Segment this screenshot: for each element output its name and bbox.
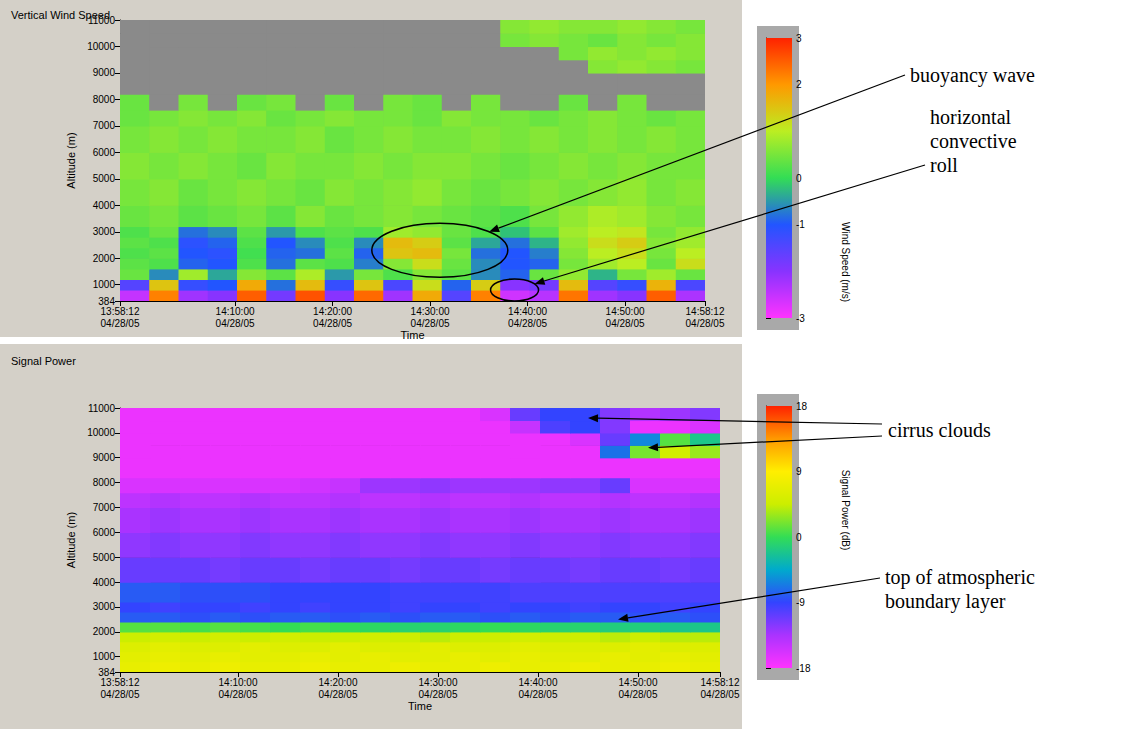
svg-text:11000: 11000	[88, 403, 116, 414]
svg-text:cirrus clouds: cirrus clouds	[888, 419, 991, 441]
svg-text:14:50:00: 14:50:00	[606, 306, 645, 317]
svg-text:Signal Power (dB): Signal Power (dB)	[840, 470, 851, 551]
svg-text:14:50:00: 14:50:00	[619, 677, 658, 688]
svg-text:2000: 2000	[93, 253, 116, 264]
svg-text:04/28/05: 04/28/05	[411, 318, 450, 329]
svg-text:6000: 6000	[93, 527, 116, 538]
svg-text:3: 3	[796, 33, 802, 44]
svg-text:10000: 10000	[87, 427, 115, 438]
svg-text:4000: 4000	[93, 200, 116, 211]
svg-text:8000: 8000	[93, 477, 116, 488]
svg-text:14:58:12: 14:58:12	[701, 677, 740, 688]
svg-text:04/28/05: 04/28/05	[686, 318, 725, 329]
svg-text:9: 9	[796, 466, 802, 477]
svg-text:6000: 6000	[93, 147, 116, 158]
svg-text:horizontal: horizontal	[930, 106, 1016, 128]
svg-text:Signal Power: Signal Power	[11, 355, 76, 367]
svg-text:7000: 7000	[93, 120, 116, 131]
svg-text:04/28/05: 04/28/05	[619, 689, 658, 700]
svg-text:04/28/05: 04/28/05	[101, 689, 140, 700]
svg-text:-3: -3	[796, 313, 805, 324]
svg-text:Altitude (m): Altitude (m)	[65, 512, 77, 568]
svg-text:Vertical Wind Speed: Vertical Wind Speed	[11, 9, 110, 21]
svg-text:9000: 9000	[93, 452, 116, 463]
svg-text:14:10:00: 14:10:00	[219, 677, 258, 688]
svg-text:convective: convective	[930, 130, 1022, 152]
svg-text:-1: -1	[796, 219, 805, 230]
svg-text:10000: 10000	[87, 41, 115, 52]
svg-text:04/28/05: 04/28/05	[313, 318, 352, 329]
svg-text:384: 384	[98, 666, 115, 678]
svg-text:3000: 3000	[93, 226, 116, 237]
svg-text:04/28/05: 04/28/05	[319, 689, 358, 700]
svg-text:14:30:00: 14:30:00	[419, 677, 458, 688]
svg-text:0: 0	[796, 173, 802, 184]
svg-text:5000: 5000	[93, 173, 116, 184]
svg-text:04/28/05: 04/28/05	[216, 318, 255, 329]
svg-text:04/28/05: 04/28/05	[508, 318, 547, 329]
svg-text:1000: 1000	[93, 651, 116, 662]
svg-text:8000: 8000	[93, 94, 116, 105]
svg-text:04/28/05: 04/28/05	[606, 318, 645, 329]
svg-text:Time: Time	[400, 329, 424, 341]
svg-text:14:40:00: 14:40:00	[508, 306, 547, 317]
svg-text:5000: 5000	[93, 552, 116, 563]
svg-text:9000: 9000	[93, 67, 116, 78]
svg-text:13:58:12: 13:58:12	[101, 677, 140, 688]
svg-text:4000: 4000	[93, 577, 116, 588]
svg-text:-9: -9	[796, 597, 805, 608]
svg-text:14:40:00: 14:40:00	[519, 677, 558, 688]
svg-text:04/28/05: 04/28/05	[701, 689, 740, 700]
svg-text:18: 18	[796, 401, 808, 412]
svg-text:buoyancy wave: buoyancy wave	[910, 64, 1035, 87]
svg-text:boundary layer: boundary layer	[885, 590, 1006, 613]
svg-text:Wind Speed (m/s): Wind Speed (m/s)	[840, 222, 851, 302]
svg-text:04/28/05: 04/28/05	[101, 318, 140, 329]
svg-text:7000: 7000	[93, 502, 116, 513]
svg-text:Altitude (m): Altitude (m)	[65, 132, 77, 188]
svg-text:14:20:00: 14:20:00	[313, 306, 352, 317]
svg-text:14:30:00: 14:30:00	[411, 306, 450, 317]
svg-text:13:58:12: 13:58:12	[101, 306, 140, 317]
svg-text:2000: 2000	[93, 626, 116, 637]
svg-text:top of atmospheric: top of atmospheric	[885, 566, 1040, 589]
svg-text:14:58:12: 14:58:12	[686, 306, 725, 317]
svg-text:14:10:00: 14:10:00	[216, 306, 255, 317]
svg-text:1000: 1000	[93, 279, 116, 290]
svg-text:384: 384	[98, 295, 115, 307]
svg-text:14:20:00: 14:20:00	[319, 677, 358, 688]
svg-text:3000: 3000	[93, 601, 116, 612]
svg-text:0: 0	[796, 532, 802, 543]
svg-text:-18: -18	[796, 663, 811, 674]
svg-text:roll: roll	[930, 154, 958, 176]
svg-text:Time: Time	[408, 700, 432, 712]
svg-text:04/28/05: 04/28/05	[219, 689, 258, 700]
svg-text:04/28/05: 04/28/05	[419, 689, 458, 700]
svg-text:04/28/05: 04/28/05	[519, 689, 558, 700]
svg-text:2: 2	[796, 79, 802, 90]
